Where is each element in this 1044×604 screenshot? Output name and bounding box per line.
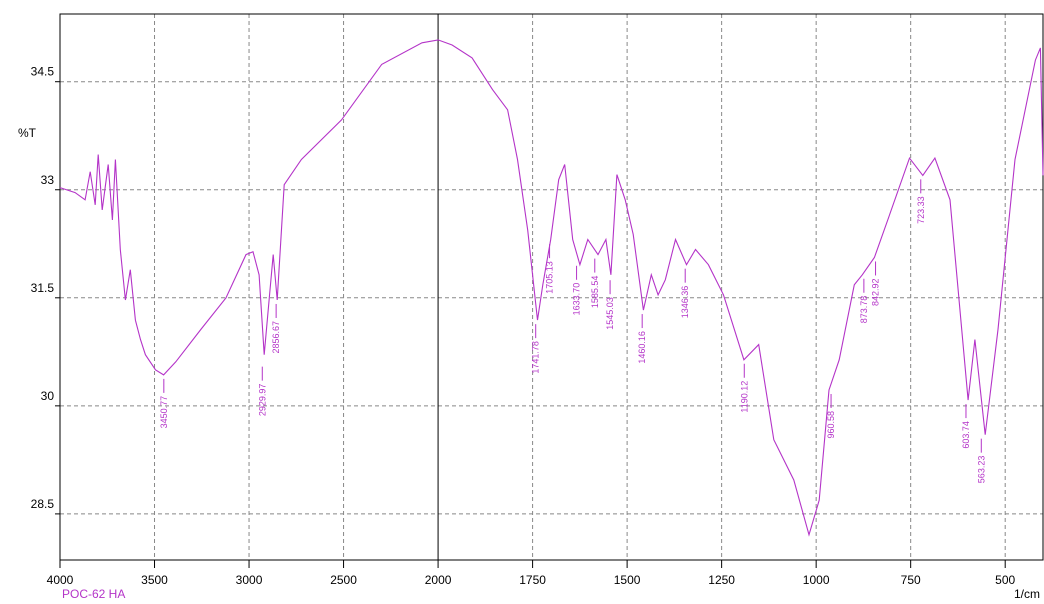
peak-label: 1190.12: [739, 381, 749, 413]
x-tick-label: 1250: [708, 573, 735, 587]
plot-frame: [59, 13, 1044, 561]
peak-label: 1585.54: [590, 276, 600, 309]
sample-label: POC-62 HA: [62, 587, 125, 601]
y-tick-label: 28.5: [31, 497, 55, 511]
x-tick-label: 2000: [425, 573, 452, 587]
peak-label: 1545.03: [605, 297, 615, 330]
peak-label: 563.23: [976, 456, 986, 484]
peak-label: 873.78: [859, 296, 869, 324]
peak-label: 2929.97: [257, 384, 267, 417]
x-tick-label: 4000: [47, 573, 74, 587]
peak-label: 1741.78: [531, 341, 541, 374]
peak-label: 2856.67: [271, 321, 281, 354]
y-axis-label: %T: [18, 126, 37, 140]
x-tick-label: 2500: [330, 573, 357, 587]
peak-label: 842.92: [871, 278, 881, 306]
y-tick-label: 31.5: [31, 281, 55, 295]
y-tick-label: 34.5: [31, 65, 55, 79]
y-tick-label: 30: [41, 389, 55, 403]
peak-label: 1633.70: [572, 283, 582, 316]
y-tick-label: 33: [41, 173, 55, 187]
peak-label: 603.74: [961, 421, 971, 449]
peak-label: 1346.36: [680, 286, 690, 319]
spectrum-line: [59, 39, 1044, 537]
x-tick-label: 1500: [614, 573, 641, 587]
peak-label: 3450.77: [159, 396, 169, 429]
peak-label: 1705.13: [545, 261, 555, 294]
x-tick-label: 3000: [236, 573, 263, 587]
x-tick-label: 1000: [803, 573, 830, 587]
x-tick-label: 500: [995, 573, 1015, 587]
peak-label: 723.33: [916, 196, 926, 224]
x-tick-label: 1750: [519, 573, 546, 587]
peak-label: 960.58: [826, 411, 836, 439]
x-tick-label: 3500: [141, 573, 168, 587]
peak-label: 1460.16: [637, 331, 647, 364]
x-tick-label: 750: [901, 573, 921, 587]
x-axis-label: 1/cm: [1014, 587, 1040, 601]
